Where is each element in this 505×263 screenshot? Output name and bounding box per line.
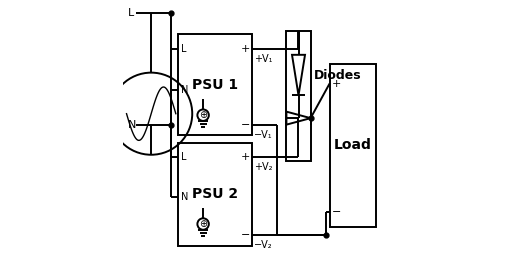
Bar xyxy=(178,34,252,135)
Text: ⊕: ⊕ xyxy=(198,219,207,229)
Text: −V₁: −V₁ xyxy=(254,130,272,140)
Text: −V₂: −V₂ xyxy=(254,240,272,250)
Text: −: − xyxy=(240,120,249,130)
Text: N: N xyxy=(181,192,188,202)
Bar xyxy=(286,31,310,161)
Text: PSU 1: PSU 1 xyxy=(192,78,238,92)
Text: PSU 2: PSU 2 xyxy=(192,187,238,201)
Text: +V₂: +V₂ xyxy=(254,162,272,172)
Text: Diodes: Diodes xyxy=(313,69,361,82)
Text: +V₁: +V₁ xyxy=(254,54,272,64)
Text: N: N xyxy=(181,85,188,95)
Bar xyxy=(178,143,252,246)
Text: N: N xyxy=(128,120,136,130)
Bar xyxy=(329,64,375,227)
Text: ⊕: ⊕ xyxy=(198,110,207,120)
Text: +: + xyxy=(240,152,249,162)
Text: +: + xyxy=(240,44,249,54)
Text: −: − xyxy=(240,230,249,240)
Text: Load: Load xyxy=(333,138,371,152)
Text: L: L xyxy=(128,8,134,18)
Text: +: + xyxy=(332,79,341,89)
Text: L: L xyxy=(181,152,186,162)
Text: L: L xyxy=(181,44,186,54)
Text: −: − xyxy=(332,207,341,217)
